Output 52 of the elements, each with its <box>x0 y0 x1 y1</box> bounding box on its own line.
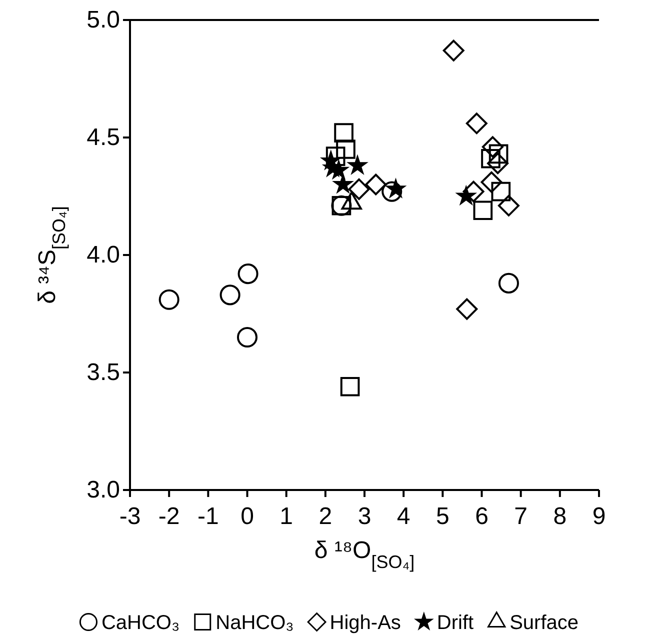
point <box>334 123 354 142</box>
point <box>442 40 464 62</box>
point <box>491 182 511 202</box>
point <box>488 144 508 164</box>
point <box>473 200 493 220</box>
x-tick-label: 6 <box>475 503 488 530</box>
point <box>462 180 484 202</box>
legend-label: NaHCO₃ <box>216 612 294 634</box>
point <box>498 194 520 216</box>
y-tick-label: 4.5 <box>86 124 120 152</box>
legend-label: Drift <box>436 612 474 634</box>
legend-label: Surface <box>510 612 579 634</box>
point <box>487 152 509 174</box>
x-tick-label: 8 <box>553 503 567 530</box>
point <box>480 171 502 193</box>
point <box>238 264 258 284</box>
y-tick-label: 5.0 <box>86 6 120 34</box>
x-tick-label: -3 <box>119 503 141 530</box>
legend-label: CaHCO₃ <box>101 612 180 634</box>
point <box>340 376 360 396</box>
x-tick-label: 4 <box>396 503 410 530</box>
point <box>236 326 258 348</box>
x-tick-label: 1 <box>280 503 294 530</box>
legend-label: High-As <box>330 612 401 634</box>
x-tick-label: 3 <box>358 503 372 530</box>
point <box>456 298 478 320</box>
x-tick-label: -1 <box>197 503 219 530</box>
point <box>386 178 406 198</box>
point <box>348 155 368 174</box>
point <box>466 112 488 134</box>
x-tick-label: -2 <box>158 503 180 530</box>
x-tick-label: 0 <box>240 503 254 530</box>
point <box>348 178 370 200</box>
point <box>382 181 402 202</box>
x-tick-label: 2 <box>318 503 332 530</box>
point <box>498 272 519 294</box>
point <box>158 289 180 310</box>
x-tick-label: 9 <box>592 503 606 530</box>
y-tick-label: 3.0 <box>86 476 120 504</box>
point <box>333 174 353 194</box>
point <box>365 174 387 196</box>
x-tick-label: 7 <box>514 503 528 530</box>
x-axis-title: δ ¹⁸O$_{[SO₄]}$ <box>314 537 415 572</box>
y-tick-label: 4.0 <box>86 242 120 269</box>
point <box>326 146 346 166</box>
point <box>481 148 500 168</box>
x-tick-label: 5 <box>436 503 450 530</box>
point <box>220 284 240 306</box>
point <box>336 140 356 159</box>
point <box>456 186 476 205</box>
point <box>482 136 504 158</box>
y-tick-label: 3.5 <box>86 359 120 386</box>
